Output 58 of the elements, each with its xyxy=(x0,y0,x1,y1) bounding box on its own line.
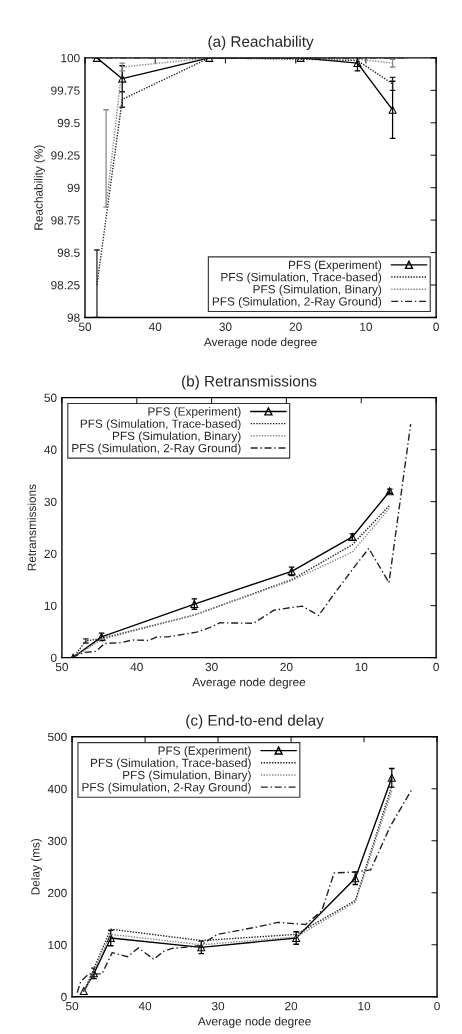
chart-title: (c) End-to-end delay xyxy=(186,714,324,729)
x-tick-label: 10 xyxy=(358,1001,371,1011)
y-axis-title: Retransmissions xyxy=(27,484,37,571)
y-tick-label: 20 xyxy=(44,549,57,558)
x-tick-label: 40 xyxy=(138,1001,152,1011)
x-tick-label: 30 xyxy=(211,1001,225,1011)
x-axis-title: Average node degree xyxy=(192,677,306,689)
x-axis-title: Average node degree xyxy=(197,1016,311,1028)
y-tick-label: 200 xyxy=(48,888,67,898)
x-axis-title: Average node degree xyxy=(203,337,317,349)
y-tick-label: 0 xyxy=(61,992,67,1002)
legend-label: PFS (Simulation, Binary) xyxy=(113,431,241,443)
y-tick-label: 50 xyxy=(44,393,57,402)
legend-label: PFS (Simulation, Binary) xyxy=(123,770,251,782)
x-tick-label: 10 xyxy=(360,322,373,331)
y-tick-label: 100 xyxy=(61,53,80,63)
y-tick-label: 99.75 xyxy=(51,86,80,95)
x-tick-label: 50 xyxy=(78,322,92,331)
chart-title: (b) Retransmissions xyxy=(182,375,317,390)
x-tick-label: 30 xyxy=(205,662,218,672)
y-tick-label: 99 xyxy=(67,183,80,193)
y-tick-label: 99.25 xyxy=(51,151,80,160)
y-tick-label: 98.75 xyxy=(51,216,80,225)
y-tick-label: 400 xyxy=(47,784,67,794)
legend-label: PFS (Simulation, 2-Ray Ground) xyxy=(72,443,241,455)
y-tick-label: 98 xyxy=(67,313,80,322)
x-tick-label: 40 xyxy=(148,322,162,331)
legend-label: PFS (Experiment) xyxy=(158,746,251,758)
chart-title: (a) Reachability xyxy=(208,35,314,50)
x-tick-label: 0 xyxy=(433,322,439,331)
y-tick-label: 98.25 xyxy=(51,281,80,290)
y-tick-label: 99.5 xyxy=(57,118,80,128)
legend-label: PFS (Experiment) xyxy=(148,407,241,419)
y-tick-label: 30 xyxy=(44,497,57,506)
y-axis-title: Delay (ms) xyxy=(30,838,42,895)
legend-label: PFS (Simulation, Trace-based) xyxy=(91,758,251,770)
y-tick-label: 98.5 xyxy=(57,248,80,257)
y-tick-label: 40 xyxy=(44,445,57,454)
y-tick-label: 10 xyxy=(44,601,57,611)
x-tick-label: 10 xyxy=(355,662,368,672)
legend-label: PFS (Simulation, Trace-based) xyxy=(221,272,382,284)
y-tick-label: 500 xyxy=(47,732,67,742)
x-tick-label: 20 xyxy=(285,1001,298,1011)
x-tick-label: 0 xyxy=(433,662,439,672)
legend-label: PFS (Simulation, 2-Ray Ground) xyxy=(212,296,382,308)
legend-label: PFS (Simulation, Binary) xyxy=(253,284,382,296)
y-axis-title: Reachability (%) xyxy=(34,145,46,230)
x-tick-label: 20 xyxy=(289,322,302,331)
x-tick-label: 40 xyxy=(130,662,143,672)
x-tick-label: 30 xyxy=(219,322,232,331)
x-tick-label: 0 xyxy=(434,1001,440,1011)
legend-label: PFS (Simulation, Trace-based) xyxy=(80,419,241,431)
y-tick-label: 0 xyxy=(50,653,57,663)
x-tick-label: 20 xyxy=(280,662,293,672)
legend-label: PFS (Experiment) xyxy=(288,260,382,272)
y-tick-label: 300 xyxy=(47,836,67,846)
y-tick-label: 100 xyxy=(48,940,67,950)
legend-label: PFS (Simulation, 2-Ray Ground) xyxy=(82,782,251,794)
